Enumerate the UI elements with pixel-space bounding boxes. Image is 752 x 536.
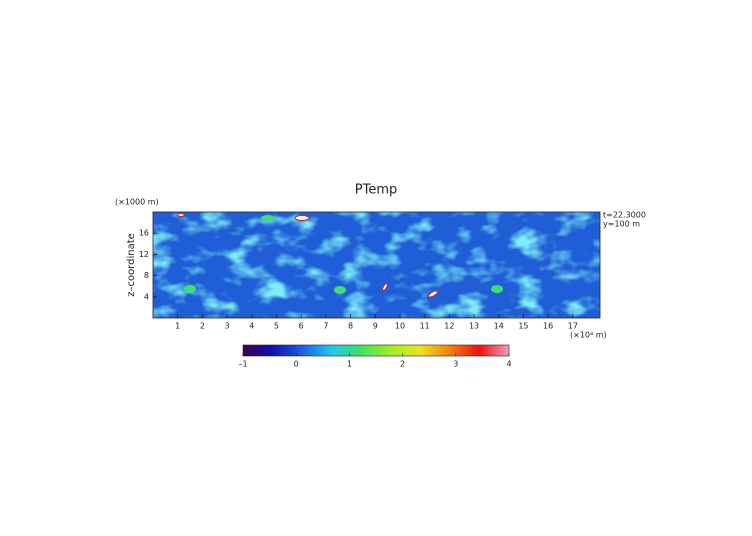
- field-swirls: [153, 212, 600, 318]
- colorbar-tick-label: 0: [294, 360, 299, 369]
- x-tick-label: 8: [348, 322, 353, 331]
- x-tick-label: 7: [323, 322, 328, 331]
- x-tick-label: 9: [373, 322, 378, 331]
- colorbar-tick-label: –1: [238, 360, 247, 369]
- y-unit: (×1000 m): [115, 198, 159, 207]
- x-tick-label: 11: [420, 322, 430, 331]
- y-tick-label: 16: [139, 229, 149, 238]
- colorbar-tick-label: 4: [506, 360, 511, 369]
- field-hot-spots: [177, 213, 438, 298]
- x-tick-label: 14: [494, 322, 504, 331]
- field-warm-spots: [184, 215, 503, 294]
- x-tick-label: 4: [249, 322, 254, 331]
- colorbar-tick-label: 2: [400, 360, 405, 369]
- field: [152, 211, 601, 319]
- x-tick-label: 16: [543, 322, 553, 331]
- y-axis-label: z–coordinate: [126, 233, 137, 297]
- x-tick-label: 3: [225, 322, 230, 331]
- x-tick-label: 1: [175, 322, 180, 331]
- x-tick-label: 17: [568, 322, 578, 331]
- annotation: t=22.3000: [603, 211, 646, 220]
- x-tick-label: 12: [444, 322, 454, 331]
- y-tick-label: 12: [139, 250, 149, 259]
- x-unit: (×10⁴ m): [570, 331, 607, 340]
- y-tick-label: 4: [144, 292, 149, 301]
- x-tick-label: 13: [469, 322, 479, 331]
- colorbar-tick-label: 3: [453, 360, 458, 369]
- plot-frame: [152, 211, 601, 319]
- x-tick-label: 15: [518, 322, 528, 331]
- x-tick-label: 2: [200, 322, 205, 331]
- x-tick-label: 6: [299, 322, 304, 331]
- colorbar: [242, 344, 510, 357]
- x-tick-label: 10: [395, 322, 405, 331]
- colorbar-tick-label: 1: [347, 360, 352, 369]
- annotation: y=100 m: [603, 220, 640, 229]
- y-tick-label: 8: [144, 271, 149, 280]
- x-tick-label: 5: [274, 322, 279, 331]
- chart-title: PTemp: [355, 183, 398, 198]
